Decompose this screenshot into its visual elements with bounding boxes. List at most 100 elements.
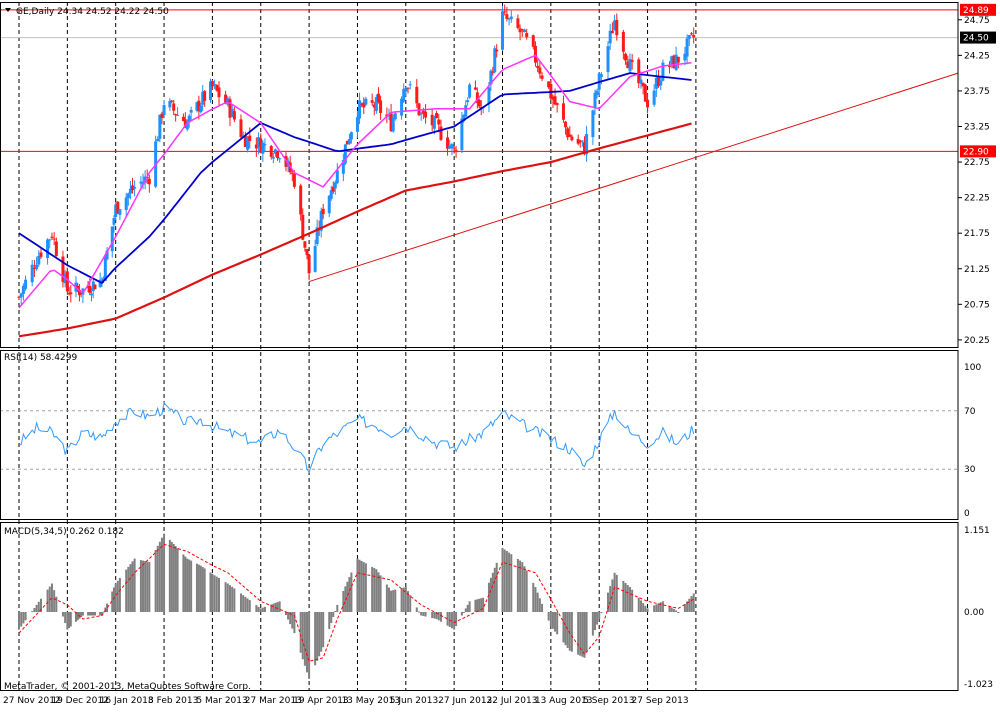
price-tick-label: 20.75 <box>964 300 990 310</box>
candle-body <box>243 135 247 147</box>
candlestick <box>189 106 193 121</box>
date-tick-label: 27 Sep 2013 <box>632 696 689 706</box>
candlestick <box>516 14 520 30</box>
candle-body <box>516 18 520 28</box>
macd-histogram-bar <box>677 612 680 613</box>
macd-histogram-bar <box>74 612 77 622</box>
macd-histogram-bar <box>154 549 157 612</box>
candle-body <box>462 115 466 122</box>
macd-histogram-bar <box>598 612 601 620</box>
dropdown-triangle-icon[interactable] <box>5 8 11 12</box>
candlestick <box>239 114 243 139</box>
candlestick <box>185 119 189 132</box>
macd-histogram-bar <box>118 577 121 612</box>
macd-histogram-bar <box>659 602 662 612</box>
date-tick-label: 5 Sep 2013 <box>583 696 634 706</box>
macd-histogram-bar <box>255 605 258 612</box>
macd-histogram-bar <box>495 562 498 612</box>
candlestick <box>389 103 393 133</box>
candlestick <box>81 287 85 304</box>
trendline[interactable] <box>308 72 959 283</box>
candlestick <box>503 4 507 16</box>
candle-body <box>133 186 137 189</box>
macd-histogram-bar <box>570 612 573 652</box>
macd-histogram-bar <box>491 572 494 612</box>
macd-histogram-bar <box>583 612 586 658</box>
macd-histogram-bar <box>190 560 193 612</box>
candlestick <box>21 283 25 301</box>
macd-histogram-bar <box>31 611 34 613</box>
candle-body <box>595 90 599 95</box>
candlestick <box>518 24 522 41</box>
candlestick <box>335 163 339 184</box>
candle-body <box>30 264 34 283</box>
candle-body <box>570 136 574 141</box>
candlestick <box>93 284 97 290</box>
macd-histogram-bar <box>455 612 458 627</box>
macd-histogram-bar <box>615 574 618 612</box>
macd-histogram-bar <box>466 604 469 612</box>
candlestick <box>329 185 333 201</box>
macd-histogram-bar <box>521 562 524 612</box>
candle-body <box>668 66 672 68</box>
macd-histogram-bar <box>186 558 189 612</box>
candle-body <box>168 101 172 108</box>
macd-histogram-bar <box>259 608 262 612</box>
candlestick <box>147 174 151 193</box>
macd-histogram-bar <box>195 563 198 612</box>
ma-mid-line <box>18 72 692 285</box>
candlestick <box>652 84 656 107</box>
macd-histogram-bar <box>263 606 266 612</box>
macd-histogram-bar <box>478 598 481 612</box>
candlestick <box>404 87 408 97</box>
macd-histogram-bar <box>686 601 689 612</box>
macd-histogram-bar <box>24 612 27 621</box>
candlestick <box>685 34 689 65</box>
candlestick <box>531 34 535 50</box>
candlestick <box>661 59 665 82</box>
macd-histogram-bar <box>581 612 584 657</box>
candlestick <box>489 69 493 91</box>
candlestick <box>522 28 526 33</box>
macd-histogram-bar <box>92 612 95 616</box>
macd-histogram-bar <box>320 612 323 652</box>
candle-body <box>213 84 217 86</box>
candlestick <box>170 99 174 104</box>
candle-body <box>54 241 58 256</box>
candlestick <box>525 29 529 40</box>
candle-body <box>533 45 537 63</box>
macd-histogram-bar <box>668 605 671 612</box>
candle-body <box>103 256 107 281</box>
candle-body <box>370 100 374 103</box>
candle-body <box>531 35 535 47</box>
macd-histogram-bar <box>246 598 249 612</box>
candle-body <box>402 89 406 102</box>
macd-histogram-bar <box>334 610 337 612</box>
candlestick <box>172 100 176 116</box>
candle-body <box>676 56 680 63</box>
macd-header: MACD(5,34,5) 0.262 0.182 <box>4 527 124 537</box>
candle-body <box>273 149 277 154</box>
candlestick <box>65 267 69 295</box>
macd-histogram-bar <box>642 603 645 612</box>
candlestick <box>360 102 364 108</box>
candle-body <box>199 105 203 113</box>
candle-body <box>501 11 504 50</box>
candlestick <box>437 113 441 133</box>
macd-tick-label: -1.023 <box>964 680 993 690</box>
candle-body <box>621 31 625 52</box>
candle-body <box>215 84 219 91</box>
candle-body <box>100 279 104 283</box>
candle-body <box>551 96 555 100</box>
candle-body <box>639 79 643 84</box>
macd-histogram-bar <box>631 589 634 612</box>
macd-histogram-bar <box>358 559 361 612</box>
candlestick <box>103 255 107 281</box>
macd-histogram-bar <box>308 612 311 679</box>
candle-body <box>176 114 180 116</box>
candlestick <box>687 34 691 47</box>
candle-body <box>417 103 421 116</box>
candlestick <box>626 55 630 69</box>
candlestick <box>303 241 307 252</box>
